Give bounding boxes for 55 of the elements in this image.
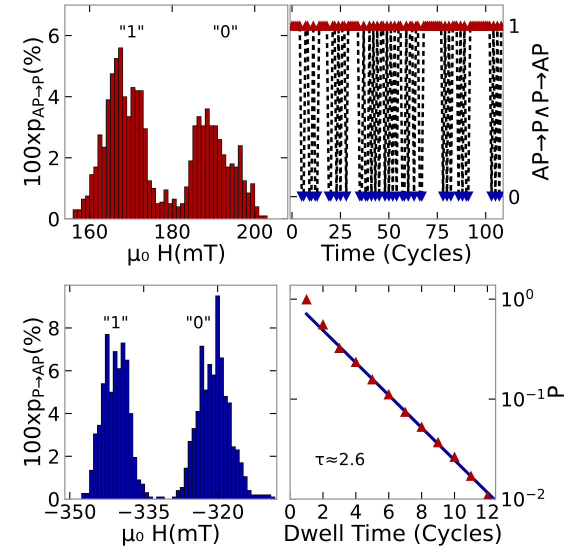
y2-tick-label: 10$^{−1}$	[502, 389, 544, 407]
x-axis-title: Time (Cycles)	[321, 244, 470, 266]
x-tick-label: 4	[350, 504, 361, 519]
x-tick-label: −320	[192, 504, 244, 519]
y2-tick-label: 10$^{−2}$	[502, 488, 544, 507]
point	[432, 436, 444, 448]
x-axis-title: μ₀ H(mT)	[128, 244, 224, 266]
y-tick-label: 0	[48, 212, 59, 227]
x-tick-label: 12	[477, 504, 498, 519]
point	[400, 406, 410, 417]
x-tick-label: 25	[329, 224, 352, 239]
y-tick-label: 6	[48, 364, 59, 378]
point	[318, 319, 328, 330]
x-tick-label: 50	[378, 224, 400, 239]
x-axis-title: Dwell Time (Cycles)	[285, 524, 501, 546]
y2-axis-title: P	[548, 386, 564, 397]
x-tick-label: 160	[73, 224, 107, 239]
point	[350, 356, 362, 367]
x-tick-label: 100	[469, 224, 503, 239]
y2-tick-label: 1	[510, 18, 519, 33]
y2-tick-label: 0	[509, 190, 520, 204]
x-tick-label: 0	[287, 224, 297, 239]
point	[334, 342, 345, 353]
point	[482, 490, 493, 500]
point	[416, 422, 427, 432]
annotation: "1"	[120, 25, 144, 38]
x-tick-label: 6	[384, 504, 394, 519]
y-axis-title: 100xp$_{P→AP}$(%)	[23, 318, 45, 466]
y2-tick-label: 10$^{0}$	[502, 288, 534, 307]
y-tick-label: 4	[48, 90, 59, 104]
point	[449, 452, 460, 462]
y-tick-label: 2	[49, 150, 58, 166]
point	[466, 470, 476, 481]
annotation: τ≈2.6	[316, 452, 364, 466]
x-tick-label: 75	[426, 224, 448, 239]
x-axis-title: μ₀ H(mT)	[123, 524, 219, 546]
x-tick-label: 10	[444, 504, 466, 519]
x-tick-label: −335	[119, 504, 169, 519]
annotation: "0"	[186, 316, 210, 329]
y-tick-label: 8	[48, 320, 59, 336]
annotation: "1"	[104, 316, 128, 328]
x-tick-label: 8	[416, 504, 426, 519]
point	[301, 294, 312, 304]
y-tick-label: 2	[49, 449, 58, 464]
y2-axis-title: AP→P∧P→AP	[532, 44, 548, 181]
x-tick-label: 0	[285, 504, 295, 519]
y-tick-label: 4	[48, 406, 59, 421]
x-tick-label: 2	[318, 504, 328, 519]
x-tick-label: 180	[156, 224, 190, 239]
point	[384, 389, 394, 400]
y-axis-title: 100xp$_{AP→P}$(%)	[23, 38, 45, 186]
x-tick-label: 200	[238, 224, 272, 239]
y-tick-label: 6	[48, 28, 59, 44]
point	[367, 374, 378, 384]
annotation: "0"	[214, 25, 237, 38]
